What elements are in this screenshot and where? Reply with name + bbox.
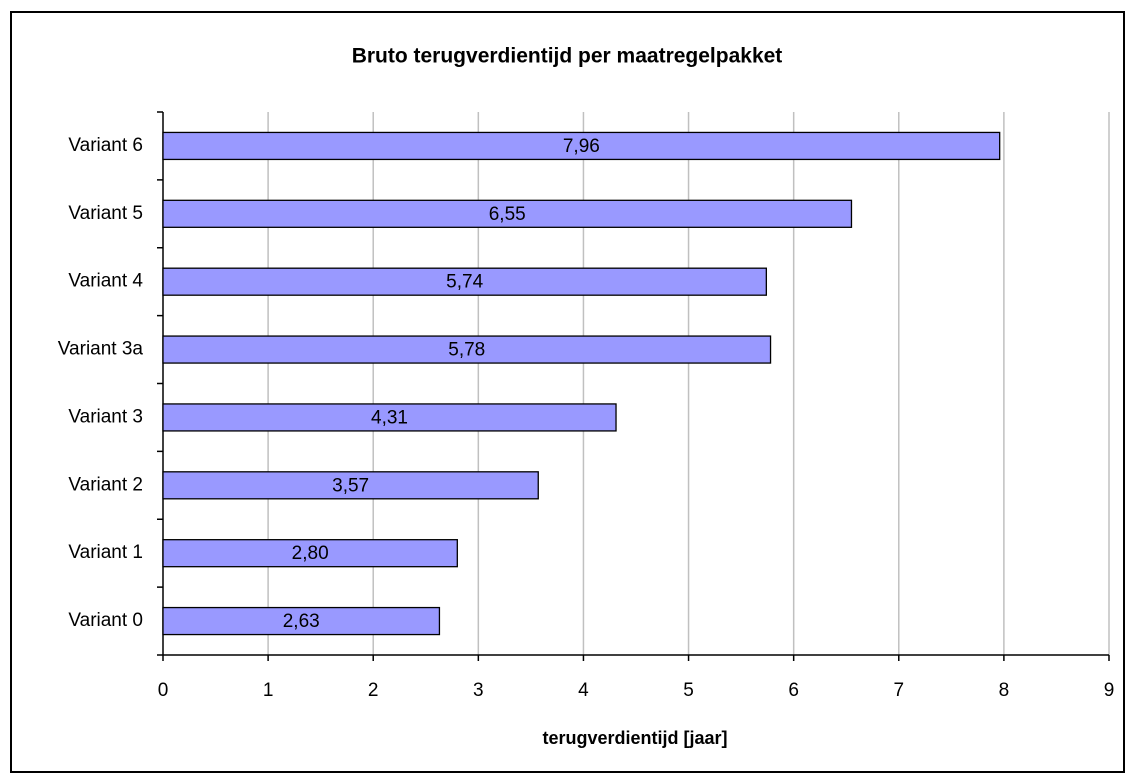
x-tick-label: 1 bbox=[263, 680, 274, 701]
bar bbox=[162, 131, 1001, 161]
y-tick-label: Variant 3 bbox=[68, 406, 143, 427]
x-tick-label: 2 bbox=[368, 680, 379, 701]
bar bbox=[162, 267, 767, 296]
x-tick-label: 7 bbox=[893, 680, 904, 701]
value-label: 6,55 bbox=[489, 204, 526, 225]
y-tick-label: Variant 4 bbox=[68, 271, 143, 292]
bar bbox=[162, 199, 853, 228]
x-axis-label: terugverdientijd [jaar] bbox=[542, 728, 727, 748]
chart-frame bbox=[10, 11, 1125, 773]
chart-title: Bruto terugverdientijd per maatregelpakk… bbox=[352, 45, 783, 68]
y-tick-label: Variant 6 bbox=[68, 135, 143, 156]
value-label: 4,31 bbox=[371, 407, 408, 428]
value-label: 2,80 bbox=[292, 543, 329, 564]
y-tick-label: Variant 2 bbox=[68, 474, 143, 495]
bar bbox=[162, 403, 617, 432]
value-label: 5,74 bbox=[446, 272, 483, 293]
value-label: 3,57 bbox=[332, 475, 369, 496]
bar bbox=[162, 539, 458, 568]
x-tick-label: 6 bbox=[788, 680, 799, 701]
value-label: 5,78 bbox=[448, 340, 485, 361]
x-tick-label: 4 bbox=[578, 680, 589, 701]
value-label: 7,96 bbox=[563, 136, 600, 157]
value-label: 2,63 bbox=[283, 611, 320, 632]
x-tick-label: 9 bbox=[1104, 680, 1115, 701]
y-tick-label: Variant 3a bbox=[58, 339, 144, 360]
y-tick-label: Variant 1 bbox=[68, 542, 143, 563]
y-tick-label: Variant 0 bbox=[68, 610, 143, 631]
x-tick-label: 5 bbox=[683, 680, 694, 701]
x-tick-label: 3 bbox=[473, 680, 484, 701]
bar bbox=[162, 606, 441, 636]
bar bbox=[162, 335, 772, 364]
y-tick-label: Variant 5 bbox=[68, 203, 143, 224]
x-tick-label: 8 bbox=[999, 680, 1010, 701]
x-tick-label: 0 bbox=[158, 680, 169, 701]
bar bbox=[162, 471, 539, 500]
